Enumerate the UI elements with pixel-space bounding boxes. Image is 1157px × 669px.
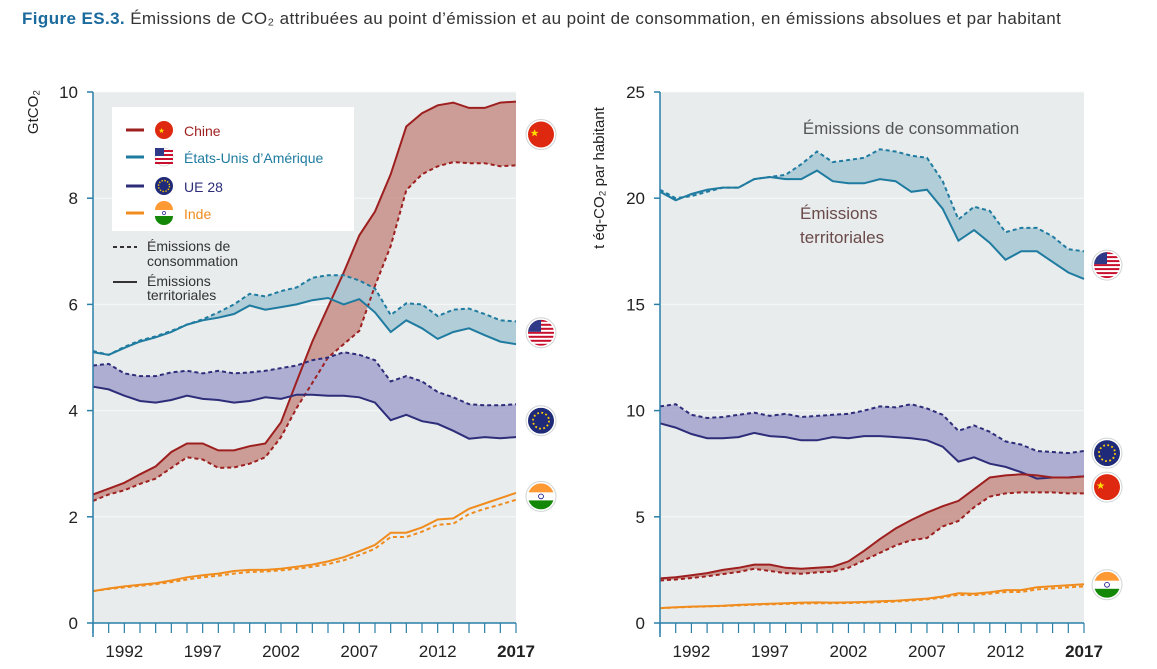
line-territoriales-inde <box>92 491 517 593</box>
y-tick-label: 15 <box>626 295 645 314</box>
x-tick-label: 2007 <box>908 642 946 661</box>
band-usa <box>660 149 1084 279</box>
figure-title: Émissions de CO₂ attribuées au point d’é… <box>130 9 1062 28</box>
band-usa <box>93 275 516 355</box>
line-territoriales-usa <box>92 296 517 356</box>
eu-flag-icon <box>1091 437 1123 469</box>
usa-flag-icon <box>154 147 174 167</box>
legend-dashed-label-line1: Émissions de <box>147 238 230 254</box>
y-tick-label: 0 <box>636 614 645 633</box>
line-consommation-ue <box>659 403 1085 455</box>
legend-dashed-label-line2: consommation <box>147 253 238 269</box>
line-consommation-ue <box>92 351 517 407</box>
emission-bands <box>93 101 516 501</box>
x-tick-label: 1997 <box>751 642 789 661</box>
flag-markers <box>525 119 1123 601</box>
x-tick-label: 2017 <box>497 642 535 661</box>
figure-label: Figure ES.3. <box>22 9 126 28</box>
legend-label-inde: Inde <box>184 206 211 222</box>
y-tick-label: 8 <box>69 189 78 208</box>
line-consommation-chine <box>659 491 1084 582</box>
line-territoriales-inde <box>659 583 1085 610</box>
line-territoriales-ue <box>659 422 1085 480</box>
legend-solid-label-line1: Émissions <box>147 273 211 289</box>
legend-label-chine: Chine <box>184 123 221 139</box>
x-tick-label: 2017 <box>1065 642 1103 661</box>
y-tick-label: 10 <box>626 402 645 421</box>
per-capita-emissions-chart: 0 5 10 15 20 25 1992 1997 2002 2007 2012 2017 t éq-… <box>591 83 1103 661</box>
band-chine <box>660 474 1084 581</box>
band-ue <box>660 404 1084 479</box>
china-flag-icon <box>525 119 557 150</box>
band-chine <box>93 101 516 501</box>
annotation-territorial-line2: territoriales <box>800 228 884 247</box>
band-ue <box>93 352 516 439</box>
line-territoriales-ue <box>92 385 517 440</box>
y-tick-label: 20 <box>626 189 645 208</box>
india-flag-icon <box>525 480 557 512</box>
x-tick-label: 2012 <box>987 642 1025 661</box>
india-flag-icon <box>1091 569 1123 601</box>
x-tick-label: 2002 <box>830 642 868 661</box>
y-axis-label: t éq-CO₂ par habitant <box>591 106 608 249</box>
india-flag-icon <box>155 201 173 225</box>
absolute-emissions-chart: 0 2 4 6 8 10 1992 1997 2002 2007 2012 2017 GtCO₂ Ch… <box>25 83 535 661</box>
y-tick-label: 25 <box>626 83 645 102</box>
y-tick-label: 0 <box>69 614 78 633</box>
x-tick-label: 1992 <box>672 642 710 661</box>
usa-flag-icon <box>1091 249 1123 281</box>
y-tick-label: 4 <box>69 402 78 421</box>
eu-flag-icon <box>155 177 173 195</box>
x-tick-label: 1992 <box>105 642 143 661</box>
emission-bands <box>660 149 1084 581</box>
line-territoriales-chine <box>659 473 1085 580</box>
emission-lines <box>92 100 517 593</box>
y-tick-label: 10 <box>59 83 78 102</box>
china-flag-icon <box>1091 471 1123 503</box>
line-consommation-inde <box>92 498 517 593</box>
usa-flag-icon <box>525 317 557 349</box>
y-tick-label: 5 <box>636 508 645 527</box>
legend-label-ue: UE 28 <box>184 179 223 195</box>
line-territoriales-usa <box>659 169 1085 280</box>
legend-box <box>112 107 354 231</box>
x-tick-label: 2002 <box>262 642 300 661</box>
x-tick-label: 2007 <box>340 642 378 661</box>
emission-lines <box>659 148 1085 610</box>
x-tick-label: 1997 <box>184 642 222 661</box>
eu-flag-icon <box>525 405 557 437</box>
legend-solid-label-line2: territoriales <box>147 287 216 303</box>
y-axis-label: GtCO₂ <box>25 90 42 134</box>
y-tick-label: 6 <box>69 295 78 314</box>
x-tick-label: 2012 <box>419 642 457 661</box>
legend-label-usa: États-Unis d’Amérique <box>184 150 323 166</box>
china-flag-icon <box>155 121 173 139</box>
axes: 0 5 10 15 20 25 1992 1997 2002 2007 2012 2017 <box>626 83 1103 661</box>
axes: 0 2 4 6 8 10 1992 1997 2002 2007 2012 2017 <box>59 83 535 661</box>
line-consommation-usa <box>659 148 1085 253</box>
figure-caption: Figure ES.3. Émissions de CO₂ attribuées… <box>22 6 1132 32</box>
y-tick-label: 2 <box>69 508 78 527</box>
annotation-territorial-line1: Émissions <box>800 204 877 223</box>
line-territoriales-chine <box>92 100 517 496</box>
legend: Chine États-Unis d’Amérique UE 28 Inde <box>112 107 354 231</box>
annotation-consumption: Émissions de consommation <box>803 119 1019 138</box>
